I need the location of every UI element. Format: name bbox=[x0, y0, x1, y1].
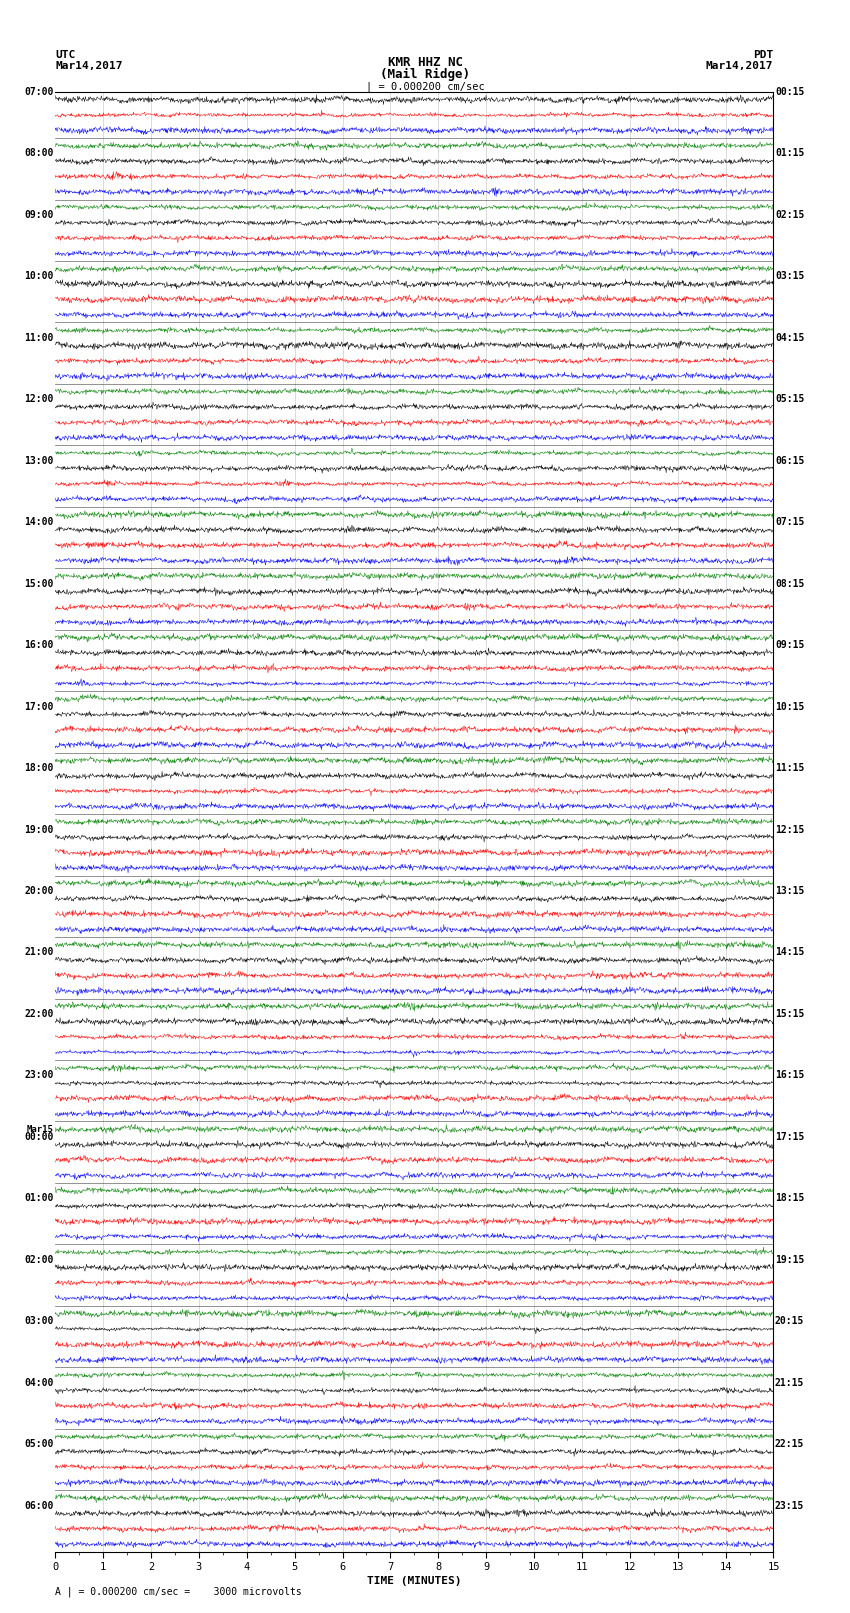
Text: 21:00: 21:00 bbox=[25, 947, 54, 958]
Text: 22:00: 22:00 bbox=[25, 1008, 54, 1019]
Text: 13:00: 13:00 bbox=[25, 456, 54, 466]
Text: 12:00: 12:00 bbox=[25, 394, 54, 405]
Text: 11:00: 11:00 bbox=[25, 332, 54, 344]
Text: 03:00: 03:00 bbox=[25, 1316, 54, 1326]
Text: 15:00: 15:00 bbox=[25, 579, 54, 589]
Text: 13:15: 13:15 bbox=[775, 886, 804, 895]
Text: 09:00: 09:00 bbox=[25, 210, 54, 219]
Text: 16:00: 16:00 bbox=[25, 640, 54, 650]
Text: 07:15: 07:15 bbox=[775, 518, 804, 527]
Text: 18:15: 18:15 bbox=[775, 1194, 804, 1203]
Text: 14:00: 14:00 bbox=[25, 518, 54, 527]
Text: 10:00: 10:00 bbox=[25, 271, 54, 281]
Text: A | = 0.000200 cm/sec =    3000 microvolts: A | = 0.000200 cm/sec = 3000 microvolts bbox=[55, 1586, 302, 1597]
Text: 00:15: 00:15 bbox=[775, 87, 804, 97]
Text: 22:15: 22:15 bbox=[775, 1439, 804, 1448]
Text: 03:15: 03:15 bbox=[775, 271, 804, 281]
Text: 04:15: 04:15 bbox=[775, 332, 804, 344]
Text: 10:15: 10:15 bbox=[775, 702, 804, 711]
Text: 06:00: 06:00 bbox=[25, 1500, 54, 1511]
Text: 04:00: 04:00 bbox=[25, 1378, 54, 1387]
Text: 20:15: 20:15 bbox=[775, 1316, 804, 1326]
Text: 19:15: 19:15 bbox=[775, 1255, 804, 1265]
Text: 17:15: 17:15 bbox=[775, 1132, 804, 1142]
Text: 02:15: 02:15 bbox=[775, 210, 804, 219]
Text: 07:00: 07:00 bbox=[25, 87, 54, 97]
Text: 05:15: 05:15 bbox=[775, 394, 804, 405]
Text: | = 0.000200 cm/sec: | = 0.000200 cm/sec bbox=[366, 81, 484, 92]
Text: Mar15: Mar15 bbox=[27, 1124, 54, 1134]
Text: 16:15: 16:15 bbox=[775, 1071, 804, 1081]
Text: 11:15: 11:15 bbox=[775, 763, 804, 773]
X-axis label: TIME (MINUTES): TIME (MINUTES) bbox=[367, 1576, 462, 1586]
Text: 08:00: 08:00 bbox=[25, 148, 54, 158]
Text: PDT: PDT bbox=[753, 50, 774, 60]
Text: UTC: UTC bbox=[55, 50, 76, 60]
Text: 06:15: 06:15 bbox=[775, 456, 804, 466]
Text: 23:15: 23:15 bbox=[775, 1500, 804, 1511]
Text: 05:00: 05:00 bbox=[25, 1439, 54, 1448]
Text: 14:15: 14:15 bbox=[775, 947, 804, 958]
Text: 12:15: 12:15 bbox=[775, 824, 804, 834]
Text: 09:15: 09:15 bbox=[775, 640, 804, 650]
Text: 00:00: 00:00 bbox=[25, 1132, 54, 1142]
Text: 01:00: 01:00 bbox=[25, 1194, 54, 1203]
Text: 15:15: 15:15 bbox=[775, 1008, 804, 1019]
Text: 19:00: 19:00 bbox=[25, 824, 54, 834]
Text: Mar14,2017: Mar14,2017 bbox=[55, 61, 122, 71]
Text: 23:00: 23:00 bbox=[25, 1071, 54, 1081]
Text: KMR HHZ NC: KMR HHZ NC bbox=[388, 56, 462, 69]
Text: 08:15: 08:15 bbox=[775, 579, 804, 589]
Text: 02:00: 02:00 bbox=[25, 1255, 54, 1265]
Text: (Mail Ridge): (Mail Ridge) bbox=[380, 68, 470, 81]
Text: 17:00: 17:00 bbox=[25, 702, 54, 711]
Text: 18:00: 18:00 bbox=[25, 763, 54, 773]
Text: 21:15: 21:15 bbox=[775, 1378, 804, 1387]
Text: 20:00: 20:00 bbox=[25, 886, 54, 895]
Text: Mar14,2017: Mar14,2017 bbox=[706, 61, 774, 71]
Text: 01:15: 01:15 bbox=[775, 148, 804, 158]
